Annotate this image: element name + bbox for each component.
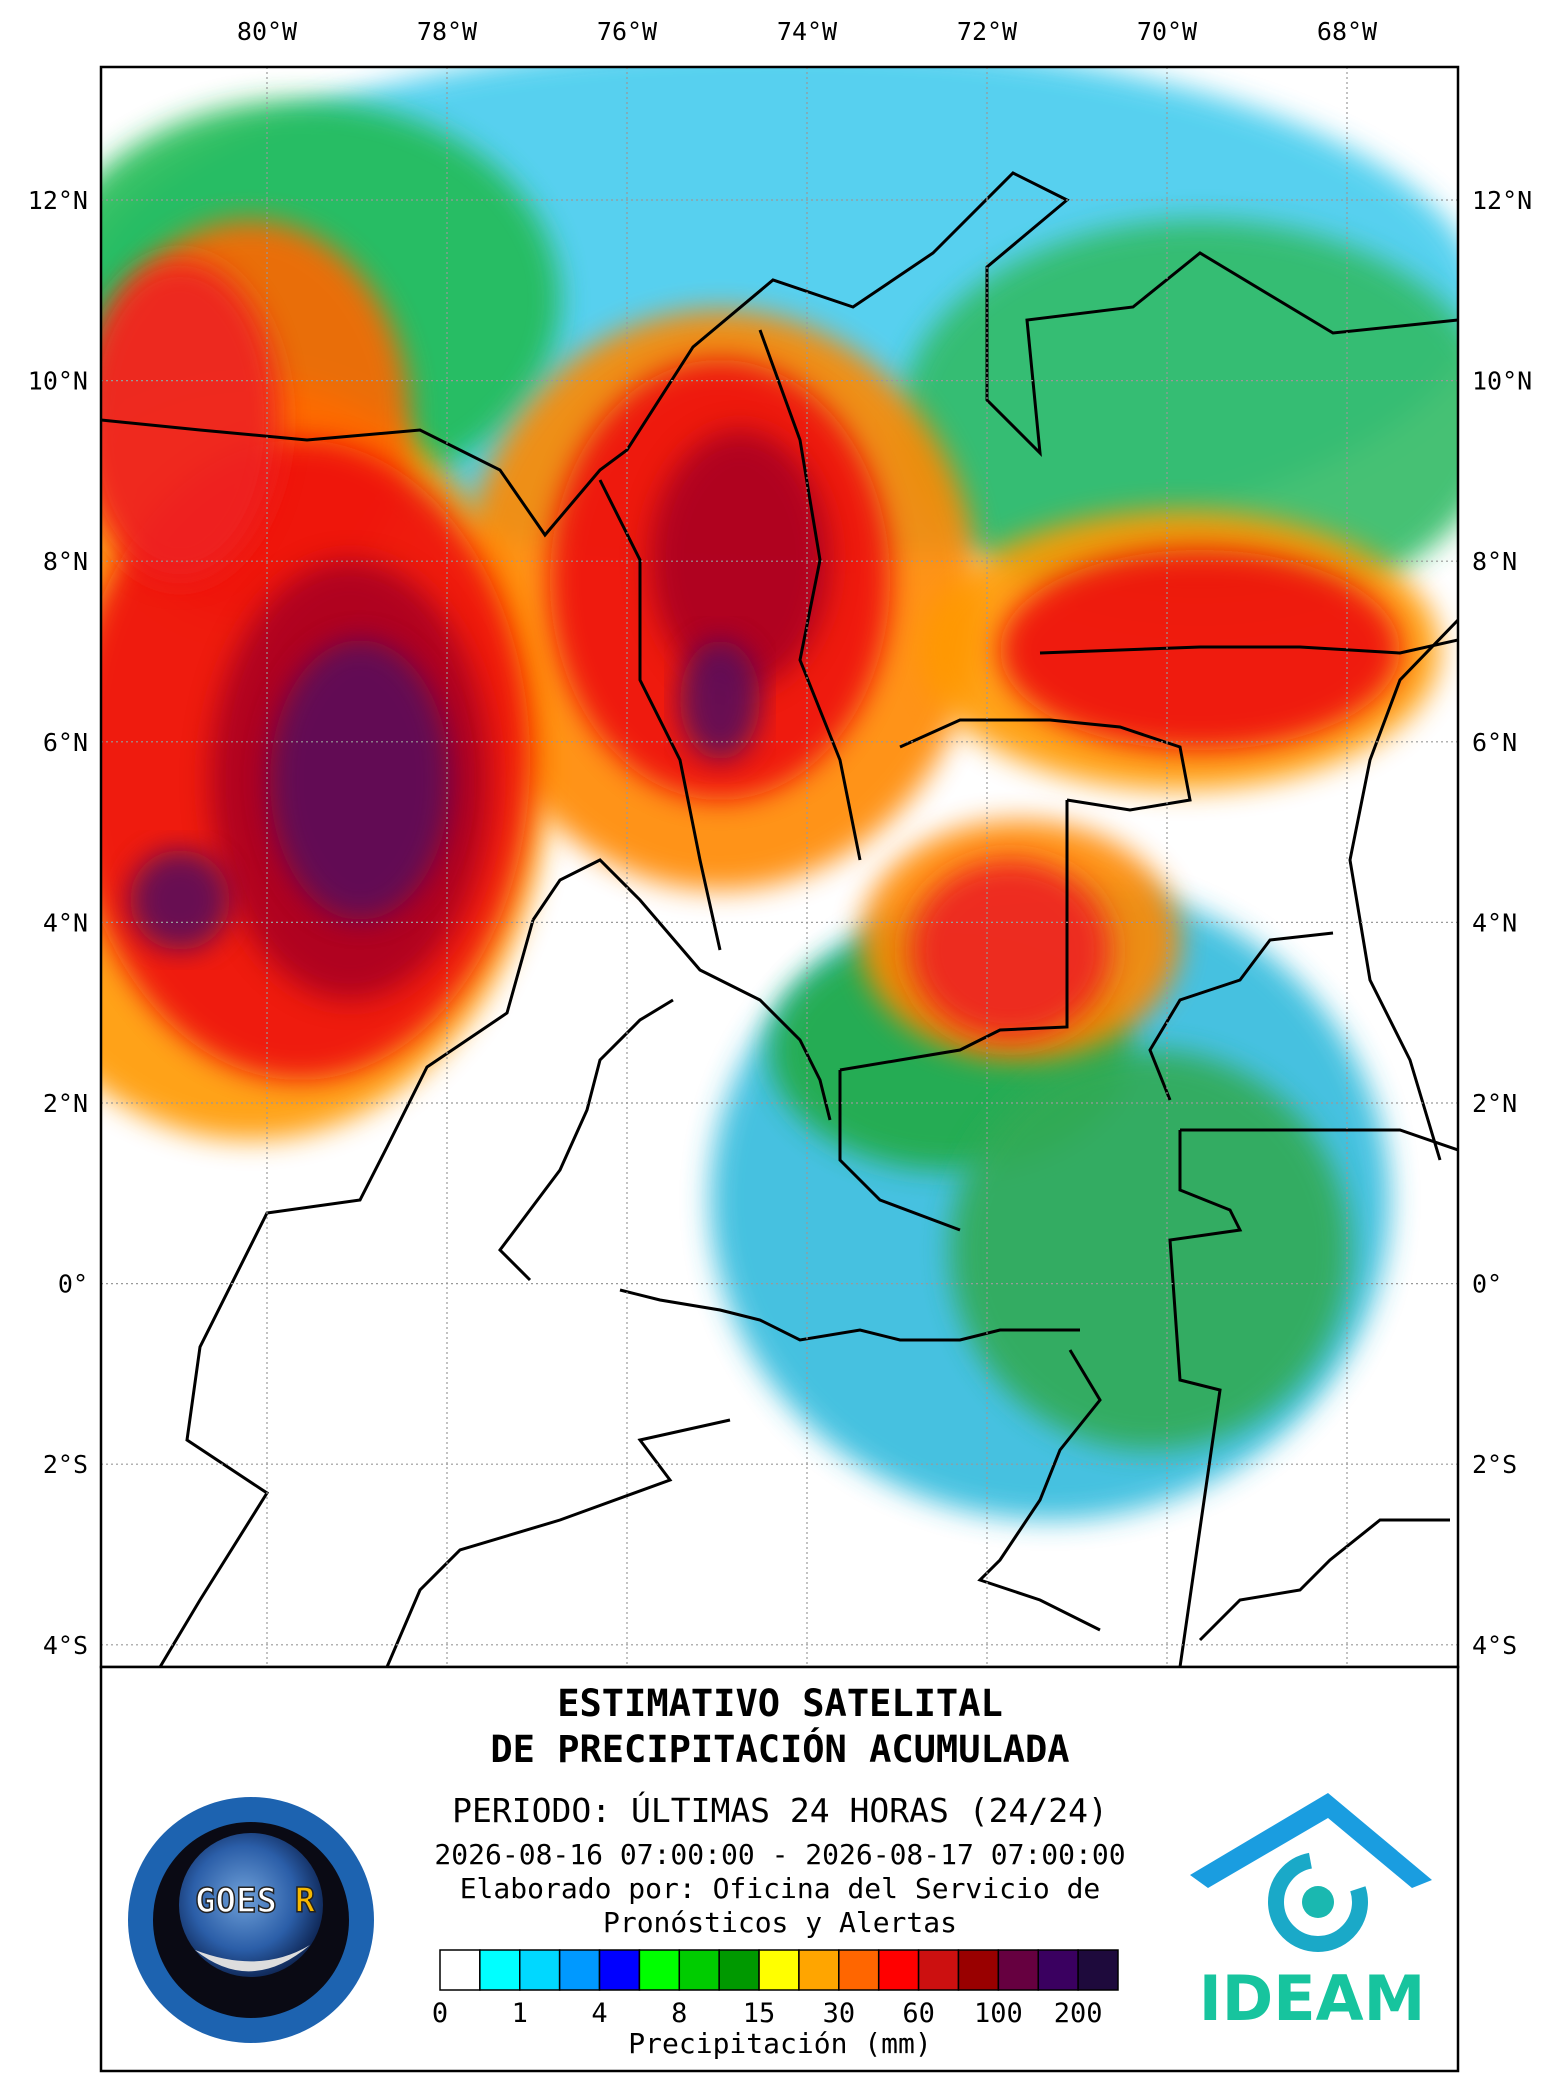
colorbar-tick-label: 1: [512, 1998, 528, 2029]
colorbar-tick-label: 100: [974, 1998, 1023, 2029]
lon-label: 76°W: [597, 17, 658, 46]
rain-area: [1000, 550, 1400, 750]
colorbar-swatch: [758, 1949, 800, 1991]
title-line: DE PRECIPITACIÓN ACUMULADA: [490, 1727, 1069, 1771]
lat-label: 12°N: [1472, 186, 1532, 215]
lat-label: 10°N: [28, 367, 88, 396]
colorbar-swatch: [798, 1949, 840, 1991]
rain-area: [130, 850, 230, 950]
boundary-line: [1168, 1130, 1243, 1667]
logo-swoosh: [195, 1945, 310, 1972]
boundary-line: [598, 479, 722, 951]
rain-area: [101, 260, 280, 580]
lon-label: 78°W: [417, 17, 478, 46]
colorbar-swatch: [519, 1949, 561, 1991]
logo-roof: [1190, 1793, 1432, 1888]
colorbar-label: Precipitación (mm): [628, 2027, 931, 2060]
boundary-line: [838, 1070, 961, 1232]
boundary-line: [385, 1418, 731, 1667]
logo-text: GOES: [195, 1881, 277, 1921]
colorbar-tick-label: 15: [743, 1998, 776, 2029]
colorbar-swatch: [638, 1949, 681, 1991]
dates: 2026-08-16 07:00:00 - 2026-08-17 07:00:0…: [434, 1838, 1125, 1871]
precipitation-field: [101, 67, 1458, 1520]
colorbar-tick-label: 30: [823, 1998, 856, 2029]
colorbar-swatch: [598, 1949, 641, 1991]
lat-label: 2°N: [43, 1089, 88, 1118]
rain-area: [650, 430, 830, 690]
logo-earth: [179, 1833, 323, 1977]
lat-label: 8°N: [1472, 547, 1517, 576]
colorbar-swatch: [678, 1949, 720, 1991]
rain-area: [270, 640, 450, 920]
boundary-line: [1180, 1128, 1458, 1152]
colorbar-swatch: [838, 1949, 880, 1991]
lat-label: 6°N: [43, 728, 88, 757]
lat-label: 4°S: [1472, 1631, 1517, 1660]
period: PERIODO: ÚLTIMAS 24 HORAS (24/24): [452, 1790, 1108, 1830]
colorbar-tick-label: 4: [591, 1998, 607, 2029]
boundary-line: [619, 1288, 1080, 1342]
colorbar-swatch: [957, 1949, 1000, 1991]
lon-label: 74°W: [777, 17, 838, 46]
boundary-line: [1039, 638, 1458, 655]
colorbar-tick-label: 0: [432, 1998, 448, 2029]
rain-area: [680, 640, 760, 760]
boundary-line: [1148, 931, 1334, 1101]
boundary-line: [1348, 618, 1458, 1161]
colorbar-swatch: [877, 1949, 920, 1991]
title-line: ESTIMATIVO SATELITAL: [557, 1682, 1003, 1725]
lon-label: 68°W: [1317, 17, 1378, 46]
logo-text: R: [295, 1881, 316, 1921]
colorbar-swatch: [718, 1949, 760, 1991]
lat-label: 8°N: [43, 547, 88, 576]
lat-label: 2°S: [1472, 1450, 1517, 1479]
lon-label: 70°W: [1137, 17, 1198, 46]
logo-swirl: [1302, 1886, 1334, 1918]
goes-logo: GOES R: [128, 1797, 374, 2043]
boundary-line: [839, 800, 1069, 1072]
boundary-line: [758, 329, 862, 861]
boundary-line: [531, 858, 832, 1121]
lat-label: 6°N: [1472, 728, 1517, 757]
colorbar-swatch: [479, 1949, 521, 1991]
lat-label: 2°N: [1472, 1089, 1517, 1118]
lat-label: 4°N: [43, 908, 88, 937]
boundary-line: [498, 998, 674, 1282]
lat-label: 2°S: [43, 1450, 88, 1479]
colorbar-tick-label: 60: [902, 1998, 935, 2029]
lat-label: 10°N: [1472, 367, 1532, 396]
colorbar-swatch: [917, 1949, 960, 1991]
boundary-line: [899, 718, 1192, 812]
colorbar-swatch: [997, 1949, 1039, 1991]
colorbar-tick-label: 200: [1054, 1998, 1103, 2029]
boundary-line: [101, 171, 1458, 538]
logo-swirl: [1268, 1852, 1368, 1952]
boundary-line: [1198, 1518, 1450, 1642]
colorbar-swatch: [558, 1949, 601, 1991]
lat-label: 4°N: [1472, 908, 1517, 937]
colorbar: 0 1 4 8 15 30 60 100 200: [432, 1949, 1119, 2029]
graticule: 80°W 78°W 76°W 74°W 72°W 70°W 68°W 12°N 12°N 10°N…: [28, 17, 1532, 1667]
rain-area: [910, 860, 1110, 1040]
lat-label: 4°S: [43, 1631, 88, 1660]
rain-area: [950, 1050, 1350, 1450]
colorbar-swatch: [439, 1949, 481, 1991]
lat-label: 0°: [1472, 1270, 1502, 1299]
colorbar-swatch: [1077, 1949, 1119, 1991]
lon-label: 80°W: [237, 17, 298, 46]
boundary-line: [977, 1349, 1102, 1632]
lon-label: 72°W: [957, 17, 1018, 46]
credit: Pronósticos y Alertas: [603, 1906, 957, 1939]
credit: Elaborado por: Oficina del Servicio de: [460, 1872, 1101, 1905]
rain-area: [900, 220, 1458, 620]
logo-text: IDEAM: [1199, 1962, 1426, 2035]
ideam-logo: IDEAM: [1190, 1793, 1432, 2035]
colorbar-swatch: [1037, 1949, 1079, 1991]
lat-label: 12°N: [28, 186, 88, 215]
colorbar-tick-label: 8: [671, 1998, 687, 2029]
lat-label: 0°: [58, 1270, 88, 1299]
